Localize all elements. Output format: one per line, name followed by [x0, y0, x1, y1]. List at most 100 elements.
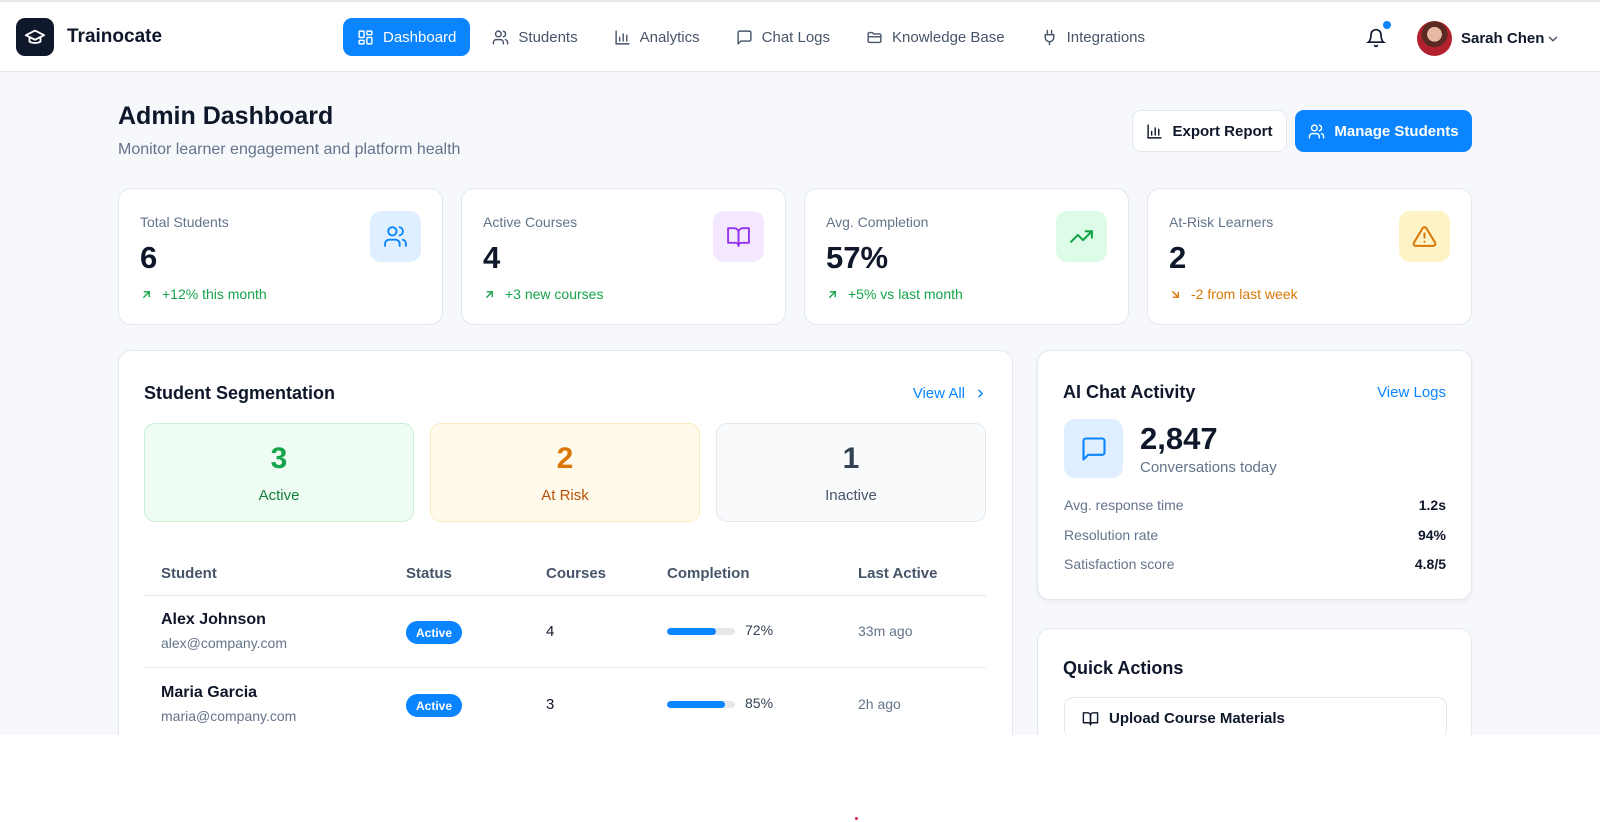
- stat-trend: +3 new courses: [483, 286, 603, 302]
- user-name[interactable]: Sarah Chen: [1461, 30, 1545, 47]
- header-divider: [144, 595, 986, 596]
- nav-integrations[interactable]: Integrations: [1027, 18, 1159, 56]
- segment-label: Inactive: [825, 487, 877, 504]
- column-header-completion[interactable]: Completion: [667, 565, 750, 582]
- student-name: Maria Garcia: [161, 684, 258, 701]
- stat-trend: +12% this month: [140, 286, 267, 302]
- chevron-down-icon[interactable]: [1546, 32, 1560, 46]
- conversation-count: 2,847: [1140, 421, 1218, 456]
- folder-icon: [867, 31, 882, 43]
- view-all-label: View All: [912, 385, 965, 402]
- panel-title: Quick Actions: [1063, 658, 1184, 678]
- nav-knowledge-base[interactable]: Knowledge Base: [852, 18, 1019, 56]
- nav-label: Dashboard: [383, 28, 457, 46]
- nav-students[interactable]: Students: [478, 18, 591, 56]
- stat-icon-box: [370, 211, 421, 262]
- bar-chart-icon: [615, 29, 630, 45]
- logo[interactable]: [16, 18, 54, 56]
- metric-label: Avg. response time: [1064, 497, 1184, 513]
- nav-label: Chat Logs: [761, 28, 831, 46]
- stat-trend: -2 from last week: [1169, 286, 1298, 302]
- chat-icon-box: [1064, 419, 1123, 478]
- table-row[interactable]: Alex Johnson alex@company.com Active 4 7…: [144, 596, 986, 668]
- stat-trend-text: +3 new courses: [505, 286, 604, 302]
- message-square-icon: [1081, 436, 1106, 461]
- completion-bar: [667, 701, 735, 708]
- completion-fill: [667, 701, 725, 708]
- nav-analytics[interactable]: Analytics: [600, 18, 714, 56]
- arrow-up-right-icon: [486, 290, 493, 298]
- nav-label: Students: [518, 28, 578, 46]
- manage-label: Manage Students: [1334, 122, 1459, 140]
- cursor-marker: [855, 817, 858, 820]
- stat-icon-box: [1056, 211, 1107, 262]
- segment-active[interactable]: 3 Active: [144, 423, 414, 522]
- segment-count: 2: [556, 442, 574, 475]
- stat-label: Active Courses: [483, 214, 578, 230]
- student-email: alex@company.com: [161, 635, 287, 651]
- column-header-student[interactable]: Student: [161, 565, 217, 582]
- stat-card-avg-completion: Avg. Completion 57% +5% vs last month: [804, 188, 1129, 325]
- manage-students-button[interactable]: Manage Students: [1295, 110, 1472, 152]
- segment-count: 1: [842, 442, 860, 475]
- metric-label: Satisfaction score: [1064, 556, 1175, 572]
- panel-title: AI Chat Activity: [1063, 382, 1196, 402]
- notification-dot: [1383, 21, 1391, 29]
- message-square-icon: [737, 29, 752, 45]
- quick-actions-panel: Quick Actions Upload Course Materials: [1037, 628, 1472, 735]
- completion-percent: 85%: [745, 695, 774, 711]
- book-open-icon: [727, 227, 750, 247]
- stat-card-at-risk: At-Risk Learners 2 -2 from last week: [1147, 188, 1472, 325]
- stat-icon-box: [1399, 211, 1450, 262]
- completion-fill: [667, 628, 716, 635]
- avatar[interactable]: [1417, 21, 1452, 56]
- student-segmentation-panel: Student Segmentation View All 3 Active 2…: [118, 350, 1013, 735]
- arrow-up-right-icon: [829, 290, 836, 298]
- table-row[interactable]: Maria Garcia maria@company.com Active 3 …: [144, 669, 986, 735]
- stat-value: 2: [1169, 240, 1187, 275]
- nav-chat-logs[interactable]: Chat Logs: [722, 18, 844, 56]
- last-active: 33m ago: [858, 623, 913, 639]
- bell-icon[interactable]: [1366, 28, 1386, 48]
- bar-chart-icon: [1147, 123, 1163, 139]
- stat-trend-text: -2 from last week: [1191, 286, 1298, 302]
- stat-value: 4: [483, 240, 501, 275]
- users-icon: [384, 226, 407, 247]
- view-logs-link[interactable]: View Logs: [1377, 384, 1446, 401]
- stat-card-active-courses: Active Courses 4 +3 new courses: [461, 188, 786, 325]
- metric-value: 1.2s: [1418, 497, 1446, 513]
- column-header-last-active[interactable]: Last Active: [858, 565, 938, 582]
- export-report-button[interactable]: Export Report: [1132, 110, 1287, 152]
- completion-percent: 72%: [745, 622, 774, 638]
- stat-label: Avg. Completion: [826, 214, 929, 230]
- segment-label: At Risk: [541, 487, 589, 504]
- segment-inactive[interactable]: 1 Inactive: [716, 423, 986, 522]
- users-icon: [1309, 123, 1325, 139]
- last-active: 2h ago: [858, 696, 901, 712]
- stat-card-total-students: Total Students 6 +12% this month: [118, 188, 443, 325]
- nav-label: Integrations: [1066, 28, 1146, 46]
- metric-value: 94%: [1417, 527, 1446, 543]
- student-name: Alex Johnson: [161, 611, 266, 628]
- column-header-status[interactable]: Status: [406, 565, 452, 582]
- completion-bar: [667, 628, 735, 635]
- stat-trend-text: +5% vs last month: [848, 286, 963, 302]
- trending-up-icon: [1070, 230, 1093, 243]
- export-label: Export Report: [1172, 122, 1273, 140]
- metric-label: Resolution rate: [1064, 527, 1159, 543]
- plug-icon: [1044, 29, 1055, 45]
- book-open-icon: [1082, 711, 1099, 726]
- row-divider: [144, 667, 986, 668]
- segment-at-risk[interactable]: 2 At Risk: [430, 423, 700, 522]
- view-all-link[interactable]: View All: [913, 385, 987, 402]
- segment-label: Active: [258, 487, 300, 504]
- column-header-courses[interactable]: Courses: [546, 565, 607, 582]
- users-icon: [493, 29, 509, 45]
- quick-action-label: Upload Course Materials: [1109, 709, 1285, 727]
- stat-trend: +5% vs last month: [826, 286, 963, 302]
- status-badge: Active: [406, 621, 463, 644]
- metric-value: 4.8/5: [1414, 556, 1446, 572]
- conversation-count-label: Conversations today: [1140, 459, 1277, 476]
- nav-dashboard[interactable]: Dashboard: [343, 18, 471, 56]
- upload-course-materials-button[interactable]: Upload Course Materials: [1064, 697, 1447, 735]
